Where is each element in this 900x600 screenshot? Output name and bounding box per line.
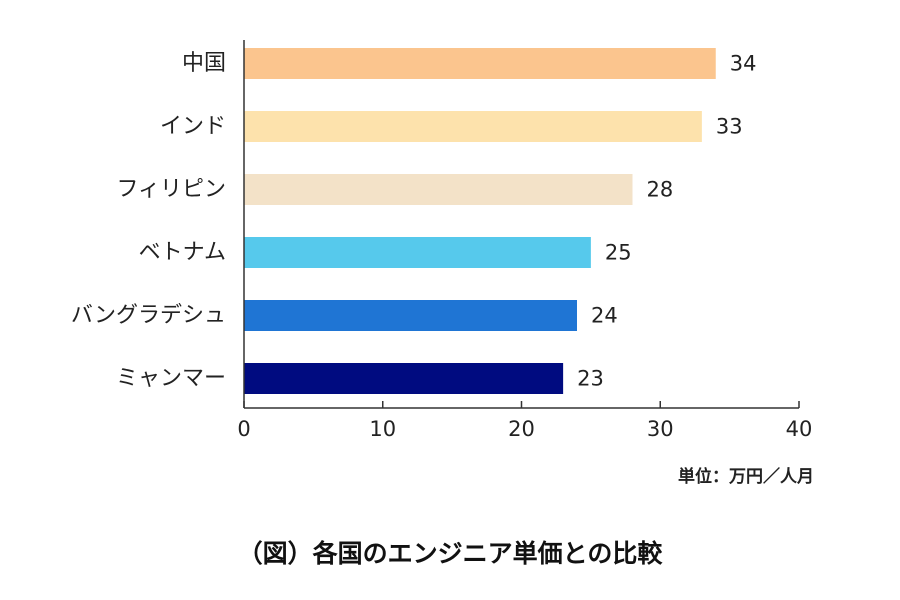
category-label-0: 中国 [182,51,226,76]
x-axis-tick-labels: 0 10 20 30 40 [237,417,812,441]
category-label-2: フィリピン [116,177,226,202]
x-tick-label-3: 30 [647,417,674,441]
bar-5 [244,363,564,394]
x-tick-label-0: 0 [237,417,250,441]
x-tick-label-2: 20 [508,417,535,441]
chart-caption: （図）各国のエンジニア単価との比較 [237,539,663,568]
value-label-5: 23 [577,367,604,391]
category-label-4: バングラデシュ [71,303,226,328]
bars-group [244,48,716,394]
x-tick-label-4: 40 [786,417,813,441]
unit-label: 単位：万円／人月 [678,467,814,487]
bar-2 [244,174,633,205]
value-label-0: 34 [730,52,757,76]
value-label-4: 24 [591,304,618,328]
x-tick-label-1: 10 [369,417,396,441]
x-axis-ticks [243,401,800,408]
value-label-1: 33 [716,115,743,139]
category-label-3: ベトナム [139,240,226,265]
category-label-5: ミャンマー [116,366,226,391]
bar-1 [244,111,702,142]
value-label-2: 28 [647,178,674,202]
value-label-3: 25 [605,241,632,265]
value-labels: 34 33 28 25 24 23 [577,52,756,391]
bar-4 [244,300,577,331]
category-label-1: インド [160,114,226,139]
bar-3 [244,237,591,268]
bar-0 [244,48,716,79]
